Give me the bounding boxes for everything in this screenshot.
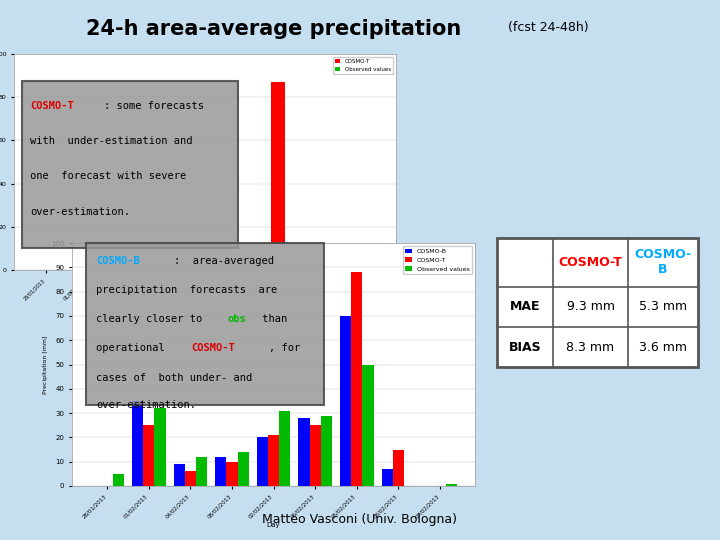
Text: over-estimation.: over-estimation.: [96, 400, 196, 410]
Bar: [268, 435, 279, 486]
X-axis label: Day: Day: [267, 522, 280, 529]
Bar: [151, 266, 166, 270]
FancyBboxPatch shape: [497, 238, 698, 367]
Bar: [351, 268, 365, 270]
Bar: [257, 437, 268, 486]
FancyBboxPatch shape: [22, 81, 238, 248]
Bar: [192, 266, 205, 270]
Text: precipitation  forecasts  are: precipitation forecasts are: [96, 285, 277, 295]
Text: MAE: MAE: [510, 300, 540, 313]
Text: BIAS: BIAS: [509, 341, 541, 354]
Bar: [238, 452, 249, 486]
Text: COSMO-T: COSMO-T: [30, 101, 74, 111]
Text: (fcst 24-48h): (fcst 24-48h): [508, 21, 588, 33]
Legend: COSMO-T, Observed values: COSMO-T, Observed values: [333, 57, 393, 74]
Text: 8.3 mm: 8.3 mm: [567, 341, 615, 354]
Bar: [271, 82, 285, 270]
Text: COSMO-
B: COSMO- B: [634, 248, 692, 276]
Text: over-estimation.: over-estimation.: [30, 206, 130, 217]
Text: COSMO-T: COSMO-T: [559, 256, 623, 269]
Bar: [112, 268, 125, 270]
Text: operational: operational: [96, 343, 171, 354]
Bar: [71, 266, 86, 270]
Bar: [279, 410, 290, 486]
Bar: [311, 266, 325, 270]
Text: Matteo Vasconi (Univ. Bologna): Matteo Vasconi (Univ. Bologna): [263, 514, 457, 526]
Bar: [226, 462, 238, 486]
Bar: [231, 266, 245, 270]
Bar: [298, 418, 310, 486]
FancyBboxPatch shape: [86, 243, 324, 405]
Text: with  under-estimation and: with under-estimation and: [30, 136, 193, 146]
Bar: [321, 416, 332, 486]
Text: , for: , for: [269, 343, 301, 354]
Bar: [446, 484, 457, 486]
Legend: COSMO-B, COSMO-T, Observed values: COSMO-B, COSMO-T, Observed values: [403, 246, 472, 274]
Bar: [393, 449, 404, 486]
Bar: [215, 457, 226, 486]
Text: 3.6 mm: 3.6 mm: [639, 341, 687, 354]
Bar: [143, 426, 154, 486]
Bar: [310, 426, 321, 486]
Bar: [132, 401, 143, 486]
Text: : some forecasts: : some forecasts: [104, 101, 204, 111]
Bar: [154, 408, 166, 486]
Text: one  forecast with severe: one forecast with severe: [30, 171, 186, 181]
Text: obs: obs: [228, 314, 246, 325]
Bar: [351, 272, 362, 486]
Bar: [362, 364, 374, 486]
Y-axis label: Precipitation [mm]: Precipitation [mm]: [43, 335, 48, 394]
Text: :  area-averaged: : area-averaged: [174, 256, 274, 266]
Text: COSMO-T: COSMO-T: [191, 343, 235, 354]
Bar: [340, 316, 351, 486]
Bar: [196, 457, 207, 486]
Bar: [113, 474, 124, 486]
Text: 5.3 mm: 5.3 mm: [639, 300, 687, 313]
Text: 24-h area-average precipitation: 24-h area-average precipitation: [86, 19, 462, 39]
Bar: [382, 469, 393, 486]
Text: cases of  both under- and: cases of both under- and: [96, 373, 252, 383]
Text: 9.3 mm: 9.3 mm: [567, 300, 615, 313]
Text: clearly closer to: clearly closer to: [96, 314, 208, 325]
Bar: [174, 464, 185, 486]
Bar: [185, 471, 196, 486]
Text: than: than: [256, 314, 287, 325]
Text: COSMO-B: COSMO-B: [96, 256, 140, 266]
